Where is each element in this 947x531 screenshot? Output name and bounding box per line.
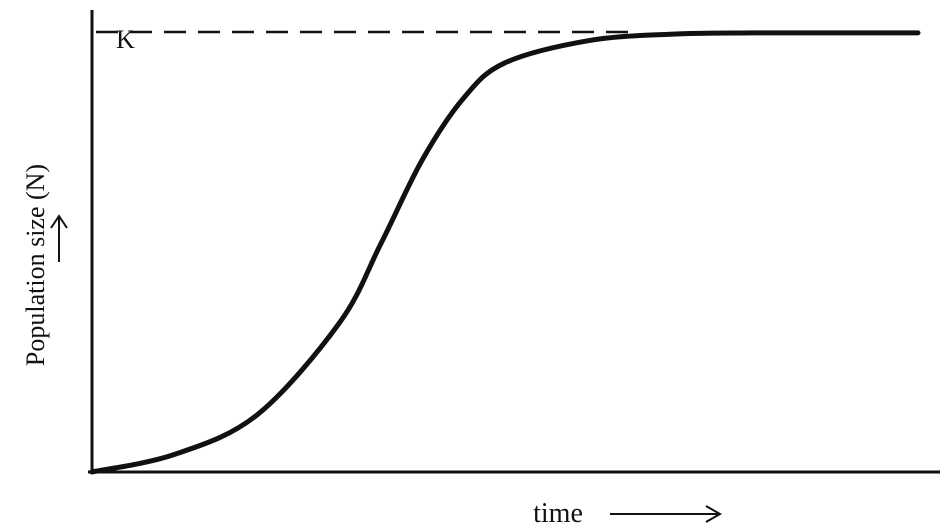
y-axis-label: Population size (N) [21, 164, 50, 366]
x-axis-label: time [533, 498, 583, 529]
y-axis-label-group: Population size (N) [21, 164, 50, 366]
y-axis-arrow-icon [50, 214, 68, 262]
x-axis-label-group: time [533, 498, 583, 529]
carrying-capacity-label: K [116, 25, 135, 54]
series-line [89, 30, 921, 475]
x-axis-arrow-icon [610, 505, 723, 523]
